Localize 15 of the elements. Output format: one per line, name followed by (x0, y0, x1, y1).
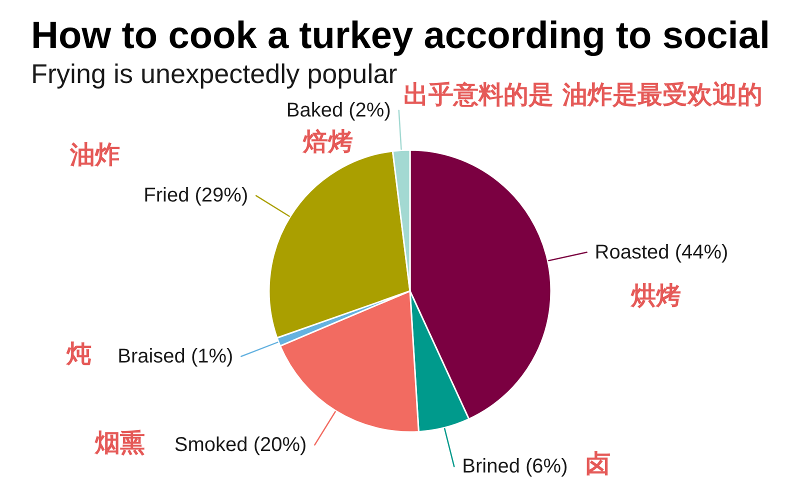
chart-title: How to cook a turkey according to social (31, 15, 770, 57)
slice-label: Brined (6%) (462, 456, 568, 478)
text: 烘烤 (630, 281, 681, 310)
slice-label: Roasted (44%) (594, 241, 728, 264)
text: 烟熏 (94, 428, 145, 457)
text: 炖 (66, 339, 92, 368)
slice-label: Braised (1%) (118, 345, 234, 368)
slice-label: Fried (29%) (144, 184, 248, 207)
text: 焙烤 (302, 127, 353, 156)
text: 卤 (586, 449, 610, 478)
chart-subtitle: Frying is unexpectedly popular (31, 59, 398, 89)
text: 出乎意料的是 油炸是最受欢迎的 (404, 80, 762, 109)
text: 油炸 (69, 140, 120, 169)
slice-label: Smoked (20%) (174, 434, 307, 456)
slice-label: Baked (2%) (286, 99, 391, 122)
